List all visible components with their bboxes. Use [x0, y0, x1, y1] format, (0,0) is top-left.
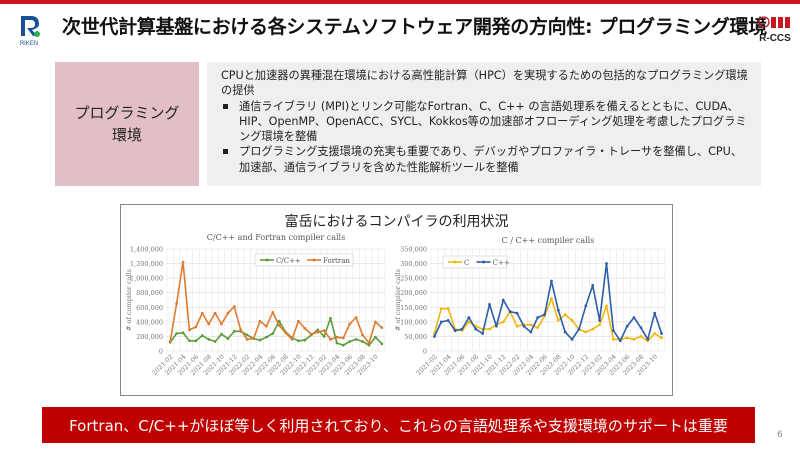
svg-text:1,000,000: 1,000,000 [130, 275, 163, 283]
conclusion-banner: Fortran、C/C++がほぼ等しく利用されており、これらの言語処理系や支援環… [42, 407, 755, 443]
svg-text:300,000: 300,000 [400, 260, 427, 268]
svg-text:0: 0 [159, 348, 163, 356]
top-accent-bar [0, 0, 800, 4]
svg-text:100,000: 100,000 [400, 318, 427, 326]
page-title: 次世代計算基盤における各システムソフトウェア開発の方向性: プログラミング環境 [62, 16, 767, 38]
svg-text:C/C++: C/C++ [276, 257, 301, 265]
section-label-line1: プログラミング [74, 104, 180, 122]
section-label: プログラミング 環境 [55, 62, 199, 186]
svg-text:400,000: 400,000 [136, 318, 163, 326]
svg-text:RIKEN: RIKEN [20, 41, 38, 47]
svg-text:50,000: 50,000 [404, 333, 427, 341]
svg-text:1,400,000: 1,400,000 [130, 246, 163, 254]
chart-title: C / C++ compiler calls [502, 236, 595, 245]
svg-text:350,000: 350,000 [400, 246, 427, 254]
svg-text:800,000: 800,000 [136, 289, 163, 297]
svg-text:0: 0 [423, 348, 427, 356]
fortran-cpp-chart: C/C++ and Fortran compiler calls 0 200,000… [123, 231, 391, 395]
description-intro: CPUと加速器の異種混在環境における高性能計算（HPC）を実現するための包括的な… [221, 69, 748, 98]
svg-text:200,000: 200,000 [400, 289, 427, 297]
riken-logo-icon: RIKEN [20, 16, 40, 47]
svg-text:1,200,000: 1,200,000 [130, 260, 163, 268]
svg-text:Fortran: Fortran [323, 257, 350, 265]
svg-text:250,000: 250,000 [400, 275, 427, 283]
svg-text:C: C [464, 259, 469, 267]
svg-text:R-CCS: R-CCS [759, 33, 791, 44]
svg-text:600,000: 600,000 [136, 304, 163, 312]
svg-text:# of compiler calls: # of compiler calls [125, 269, 133, 331]
chart-legend: C C++ [442, 255, 510, 269]
section-description: CPUと加速器の異種混在環境における高性能計算（HPC）を実現するための包括的な… [207, 62, 761, 186]
page-number: 6 [777, 430, 783, 440]
c-cpp-chart: C / C++ compiler calls 0 50,000 100,000 150,… [393, 231, 671, 395]
description-bullet: 通信ライブラリ (MPI)とリンク可能なFortran、C、C++ の言語処理系… [221, 99, 749, 145]
svg-text:C++: C++ [493, 259, 510, 267]
compiler-usage-panel: 富岳におけるコンパイラの利用状況 C/C++ and Fortran compi… [120, 204, 673, 396]
svg-text:# of compiler calls: # of compiler calls [394, 269, 402, 331]
svg-text:150,000: 150,000 [400, 304, 427, 312]
chart-panel-title: 富岳におけるコンパイラの利用状況 [284, 214, 509, 230]
svg-text:200,000: 200,000 [136, 333, 163, 341]
description-bullet: プログラミング支援環境の充実も重要であり、デバッガやプロファイラ・トレーサを整備… [221, 144, 749, 175]
chart-legend: C/C++ Fortran [254, 253, 354, 267]
rccs-logo-icon: R-CCS [758, 16, 791, 44]
chart-title: C/C++ and Fortran compiler calls [207, 233, 345, 242]
section-label-line2: 環境 [111, 126, 142, 144]
